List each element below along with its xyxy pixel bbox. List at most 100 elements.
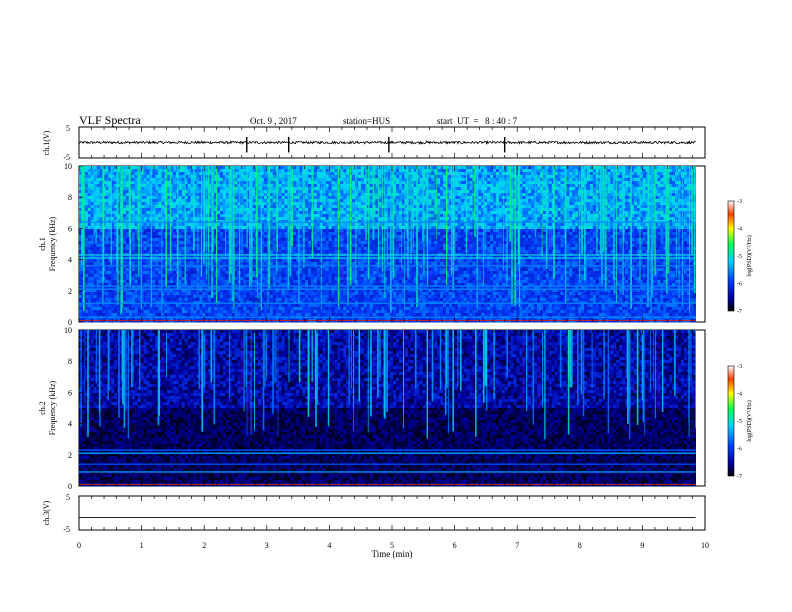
spectrogram-cell <box>152 196 155 199</box>
spectrogram-cell <box>437 187 440 190</box>
spectrogram-cell <box>188 196 191 199</box>
spectrogram-cell <box>381 202 384 205</box>
spectrogram-cell <box>173 175 176 178</box>
spectrogram-cell <box>528 217 531 220</box>
spectrogram-cell <box>147 223 150 226</box>
spectrogram-cell <box>152 205 155 208</box>
spectrogram-cell <box>455 172 458 175</box>
spectrogram-cell <box>675 229 678 232</box>
spectrogram-cell <box>540 217 543 220</box>
spectrogram-cell <box>155 232 158 235</box>
spectrogram-cell <box>220 172 223 175</box>
spectrogram-cell <box>575 205 578 208</box>
spectrogram-cell <box>678 223 681 226</box>
spectrogram-cell <box>634 232 637 235</box>
spectrogram-cell <box>85 169 88 172</box>
spectrogram-cell <box>434 229 437 232</box>
spectrogram-cell <box>487 181 490 184</box>
spectrogram-cell <box>358 175 361 178</box>
spectrogram-cell <box>273 205 276 208</box>
spectrogram-cell <box>88 199 91 202</box>
spectrogram-cell <box>555 217 558 220</box>
spectrogram-cell <box>273 187 276 190</box>
spectrogram-cell <box>461 193 464 196</box>
spectrogram-cell <box>179 223 182 226</box>
spectrogram-cell <box>496 205 499 208</box>
spectrogram-cell <box>569 208 572 211</box>
spectrogram-cell <box>569 184 572 187</box>
spectrogram-cell <box>396 208 399 211</box>
spectrogram-cell <box>555 172 558 175</box>
spectrogram-cell <box>458 166 461 169</box>
spectrogram-cell <box>135 178 138 181</box>
spectrogram-cell <box>478 232 481 235</box>
spectrogram-cell <box>282 190 285 193</box>
spectrogram-cell <box>496 196 499 199</box>
spectrogram-cell <box>549 226 552 229</box>
spectrogram-cell <box>672 169 675 172</box>
spectrogram-cell <box>326 211 329 214</box>
spectrogram-cell <box>282 199 285 202</box>
spectrogram-cell <box>593 232 596 235</box>
spectrogram-cell <box>85 187 88 190</box>
spectrogram-cell <box>293 232 296 235</box>
spectrogram-cell <box>540 175 543 178</box>
spectrogram-cell <box>299 196 302 199</box>
spectrogram-cell <box>123 199 126 202</box>
spectrogram-cell <box>334 226 337 229</box>
spectrogram-cell <box>188 217 191 220</box>
spectrogram-cell <box>561 169 564 172</box>
spectrogram-cell <box>643 202 646 205</box>
spectrogram-cell <box>361 232 364 235</box>
spectrogram-cell <box>396 226 399 229</box>
spectrogram-cell <box>619 232 622 235</box>
spectrogram-cell <box>179 178 182 181</box>
spectrogram-cell <box>179 214 182 217</box>
spectrogram-cell <box>657 190 660 193</box>
spectrogram-cell <box>625 211 628 214</box>
spectrogram-cell <box>158 172 161 175</box>
spectrogram-cell <box>329 223 332 226</box>
spectrogram-cell <box>132 172 135 175</box>
spectrogram-cell <box>561 199 564 202</box>
spectrogram-cell <box>566 223 569 226</box>
spectrogram-cell <box>566 211 569 214</box>
spectrogram-cell <box>123 196 126 199</box>
spectrogram-cell <box>147 202 150 205</box>
spectrogram-cell <box>669 202 672 205</box>
spectrogram-cell <box>147 235 150 238</box>
spectrogram-cell <box>332 184 335 187</box>
spectrogram-cell <box>399 217 402 220</box>
spectrogram-cell <box>273 211 276 214</box>
spectrogram-cell <box>155 190 158 193</box>
spectrogram-cell <box>470 214 473 217</box>
spectrogram-cell <box>91 178 94 181</box>
spectrogram-cell <box>358 226 361 229</box>
spectrogram-cell <box>478 229 481 232</box>
spectrogram-cell <box>293 175 296 178</box>
spectrogram-cell <box>437 178 440 181</box>
spectrogram-cell <box>657 178 660 181</box>
spectrogram-cell <box>285 229 288 232</box>
spectrogram-cell <box>522 190 525 193</box>
spectrogram-cell <box>132 232 135 235</box>
spectrogram-cell <box>308 166 311 169</box>
spectrogram-cell <box>528 208 531 211</box>
spectrogram-cell <box>91 223 94 226</box>
spectrogram-cell <box>85 208 88 211</box>
spectrogram-cell <box>97 175 100 178</box>
spectrogram-cell <box>481 187 484 190</box>
spectrogram-cell <box>481 166 484 169</box>
spectrogram-cell <box>657 226 660 229</box>
spectrogram-cell <box>155 226 158 229</box>
spectrogram-cell <box>326 223 329 226</box>
spectrogram-cell <box>326 208 329 211</box>
spectrogram-cell <box>569 214 572 217</box>
spectrogram-cell <box>669 184 672 187</box>
spectrogram-cell <box>252 190 255 193</box>
spectrogram-cell <box>481 214 484 217</box>
spectrogram-cell <box>461 214 464 217</box>
spectrogram-cell <box>561 223 564 226</box>
spectrogram-cell <box>496 181 499 184</box>
spectrogram-cell <box>428 199 431 202</box>
